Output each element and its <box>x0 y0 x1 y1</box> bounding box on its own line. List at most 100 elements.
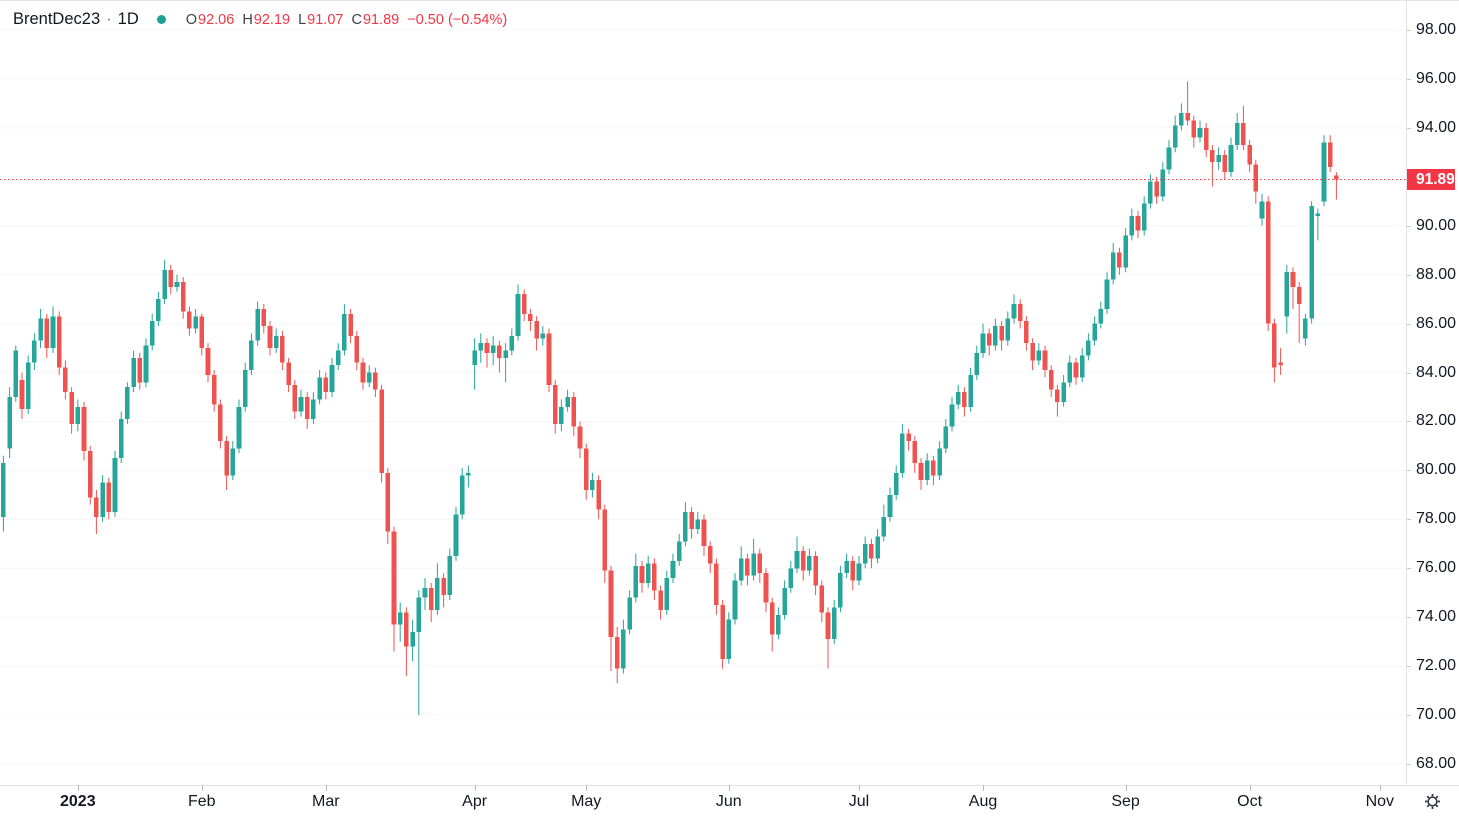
candlestick-canvas <box>0 29 1406 765</box>
candle <box>614 636 620 669</box>
candle <box>509 335 515 351</box>
candle <box>1228 144 1234 172</box>
candle <box>869 543 874 559</box>
candle <box>1259 201 1265 219</box>
candle <box>974 352 980 375</box>
candle <box>1334 175 1339 180</box>
candle <box>211 374 217 405</box>
price-tick-mark <box>1407 617 1411 619</box>
price-tick-label: 78.00 <box>1416 510 1457 528</box>
candle <box>769 602 775 635</box>
time-axis[interactable]: 2023 Feb Mar Apr May Jun Jul Aug Sep Oct Nov <box>0 785 1459 816</box>
candle <box>410 631 415 647</box>
candle <box>1315 213 1321 216</box>
candle <box>224 441 229 476</box>
candle <box>44 318 50 349</box>
candle <box>317 377 322 400</box>
candle <box>230 448 236 476</box>
candle <box>236 406 242 449</box>
candle <box>453 514 459 557</box>
candle <box>559 406 564 424</box>
candle <box>180 282 186 312</box>
candle <box>335 350 341 366</box>
candle <box>354 335 360 363</box>
symbol-title[interactable]: BrentDec23 <box>13 10 101 28</box>
candle <box>1067 362 1073 383</box>
price-chart[interactable]: BrentDec23 · 1D O 92.06 H 92.19 L 91.07 C 91… <box>0 1 1406 785</box>
candle <box>1303 318 1308 339</box>
candle <box>478 343 484 351</box>
candle <box>658 590 663 610</box>
candle <box>583 448 589 490</box>
candle <box>738 558 744 581</box>
candle <box>1104 279 1110 309</box>
price-tick-mark <box>1407 323 1411 325</box>
candle <box>968 374 973 407</box>
candle <box>1241 122 1246 145</box>
time-tick-mark <box>983 785 984 791</box>
candle <box>94 497 99 517</box>
candle <box>918 463 924 481</box>
candle <box>497 345 502 358</box>
price-axis[interactable]: 91.89 98.00 96.00 94.00 90.00 88.00 86.00 84.0… <box>1406 1 1459 785</box>
candle <box>1296 286 1302 305</box>
candle <box>38 318 43 341</box>
price-tick-mark <box>1407 78 1411 80</box>
candle <box>118 419 124 459</box>
candle <box>875 536 880 559</box>
candle <box>714 563 719 605</box>
open-value: 92.06 <box>198 11 235 28</box>
candle <box>193 316 198 329</box>
candle <box>534 321 539 339</box>
candle <box>472 350 477 366</box>
candle <box>1154 181 1159 197</box>
candle <box>19 379 25 410</box>
price-tick-mark <box>1407 30 1411 31</box>
candle <box>162 269 167 300</box>
candle <box>1055 389 1060 402</box>
candle <box>13 350 19 397</box>
legend-separator: · <box>106 10 112 28</box>
candle <box>645 563 651 583</box>
candle <box>887 494 893 517</box>
axis-settings-icon[interactable] <box>1424 793 1442 811</box>
candle <box>1024 321 1029 344</box>
candle <box>137 357 143 383</box>
candle <box>664 578 670 610</box>
candle <box>218 404 223 442</box>
candle <box>447 556 453 596</box>
candle <box>862 543 868 564</box>
candle <box>348 313 353 336</box>
candle <box>484 343 490 353</box>
candle <box>900 433 905 473</box>
candle <box>404 612 409 647</box>
candle <box>800 551 806 571</box>
timeframe-label[interactable]: 1D <box>117 10 139 28</box>
price-tick-label: 90.00 <box>1416 216 1457 234</box>
candle <box>261 308 267 327</box>
price-tick-label: 96.00 <box>1416 69 1457 87</box>
candle <box>205 348 211 375</box>
candle <box>602 509 608 571</box>
high-label: H <box>242 11 253 28</box>
candle <box>776 614 781 635</box>
candle <box>323 377 329 393</box>
candle <box>515 294 521 336</box>
candle <box>360 362 366 383</box>
candle <box>683 511 688 542</box>
candle <box>1166 147 1172 170</box>
candle <box>69 392 74 424</box>
candle <box>1030 343 1035 361</box>
candle <box>149 321 155 346</box>
candle <box>428 587 434 610</box>
price-tick-mark <box>1407 421 1411 423</box>
candle <box>850 560 856 581</box>
candle <box>255 308 260 341</box>
candle <box>1222 154 1228 172</box>
time-tick-mark <box>77 785 79 791</box>
candle <box>298 397 304 412</box>
market-status-icon[interactable] <box>156 15 166 24</box>
price-tick-label: 68.00 <box>1416 755 1457 772</box>
candle <box>50 316 56 349</box>
candle <box>174 282 180 287</box>
